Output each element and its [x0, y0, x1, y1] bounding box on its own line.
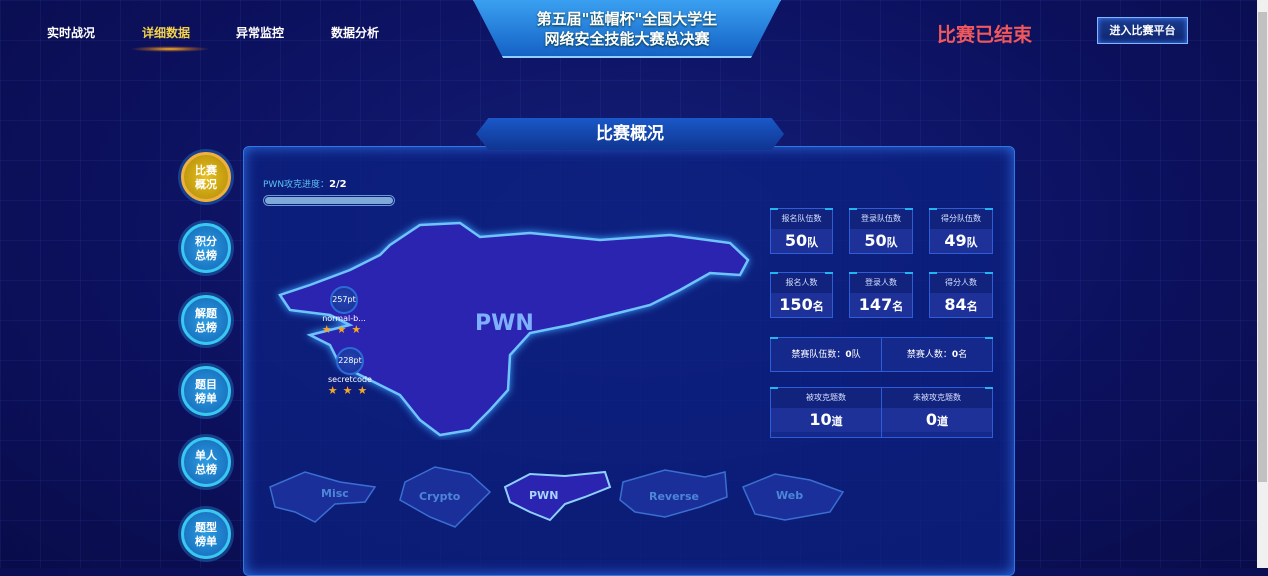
sidebar-item-score-board[interactable]: 积分 总榜 — [181, 223, 231, 273]
category-map-reverse — [619, 469, 728, 518]
label: 总榜 — [195, 249, 217, 262]
stat-banned: 禁赛队伍数：0队 禁赛人数：0名 — [770, 337, 993, 372]
label: 题型 — [195, 521, 217, 534]
challenge-points: 228pt — [336, 347, 364, 375]
active-nav-glow — [130, 46, 210, 52]
label: 报名队伍数 — [771, 209, 832, 229]
challenge-pin[interactable]: 228pt secretcode ★★★ — [320, 347, 380, 397]
category-map-misc — [269, 471, 377, 523]
category-web[interactable]: Web — [776, 489, 804, 502]
star-icons: ★★★ — [327, 384, 373, 397]
category-maps — [269, 466, 845, 528]
label: 得分队伍数 — [930, 209, 992, 229]
page-title: 第五届"蓝帽杯"全国大学生 网络安全技能大赛总决赛 — [472, 0, 782, 58]
progress-value: 2/2 — [329, 179, 347, 190]
scrollbar-thumb[interactable] — [1258, 12, 1267, 482]
banned-people: 禁赛人数：0名 — [906, 350, 968, 360]
stat-login-people: 登录人数 147名 — [849, 272, 913, 318]
enter-platform-button[interactable]: 进入比赛平台 — [1097, 17, 1188, 44]
sidebar-item-overview[interactable]: 比赛 概况 — [181, 152, 231, 202]
nav-analysis[interactable]: 数据分析 — [331, 26, 380, 40]
stat-registered-teams: 报名队伍数 50队 — [770, 208, 833, 254]
label: 得分人数 — [930, 273, 992, 293]
pwn-map: PWN — [278, 221, 750, 437]
stat-scoring-people: 得分人数 84名 — [929, 272, 993, 318]
progress-fill — [265, 197, 393, 204]
unsolved-challenges: 未被攻克题数 0道 — [882, 388, 992, 437]
sidebar-item-solve-board[interactable]: 解题 总榜 — [181, 295, 231, 345]
status-text: 比赛已结束 — [937, 24, 1033, 46]
panel-title: 比赛概况 — [476, 118, 784, 150]
nav-realtime[interactable]: 实时战况 — [47, 26, 96, 40]
challenge-name: normal-b... — [322, 314, 366, 323]
challenge-name: secretcode — [328, 375, 372, 384]
title-line1: 第五届"蓝帽杯"全国大学生 — [536, 10, 718, 28]
label: 登录人数 — [850, 273, 912, 293]
sidebar-item-individual-board[interactable]: 单人 总榜 — [181, 437, 231, 487]
label: 榜单 — [195, 392, 217, 405]
label: 解题 — [195, 307, 217, 320]
map-label: PWN — [475, 311, 534, 336]
label: 比赛 — [195, 164, 217, 177]
challenge-points: 257pt — [330, 286, 358, 314]
label: 题目 — [195, 378, 217, 391]
stat-solved: 被攻克题数 10道 未被攻克题数 0道 — [770, 387, 993, 438]
label: 总榜 — [195, 463, 217, 476]
stat-registered-people: 报名人数 150名 — [770, 272, 833, 318]
label: 积分 — [195, 235, 217, 248]
label: 报名人数 — [771, 273, 832, 293]
category-map-web — [742, 473, 845, 521]
sidebar-item-challenge-list[interactable]: 题目 榜单 — [181, 366, 231, 416]
sidebar-item-category-list[interactable]: 题型 榜单 — [181, 509, 231, 559]
category-map-crypto — [399, 466, 492, 528]
category-reverse[interactable]: Reverse — [649, 490, 699, 503]
value: 50队 — [771, 229, 832, 253]
challenge-pin[interactable]: 257pt normal-b... ★★★ — [314, 286, 374, 336]
label: 单人 — [195, 449, 217, 462]
value: 84名 — [930, 293, 992, 317]
title-line2: 网络安全技能大赛总决赛 — [544, 30, 710, 48]
progress-bar — [263, 195, 395, 206]
value: 49队 — [930, 229, 992, 253]
scrollbar[interactable] — [1257, 0, 1268, 568]
solved-challenges: 被攻克题数 10道 — [771, 388, 882, 437]
category-crypto[interactable]: Crypto — [419, 490, 461, 503]
value: 150名 — [771, 293, 832, 317]
category-misc[interactable]: Misc — [321, 487, 349, 500]
category-map-pwn — [503, 470, 612, 522]
value: 147名 — [850, 293, 912, 317]
label: 登录队伍数 — [850, 209, 912, 229]
nav-anomaly[interactable]: 异常监控 — [236, 26, 285, 40]
progress-label: PWN攻克进度：2/2 — [263, 177, 347, 190]
label: 总榜 — [195, 321, 217, 334]
stat-scoring-teams: 得分队伍数 49队 — [929, 208, 993, 254]
banned-teams: 禁赛队伍数：0队 — [771, 338, 882, 371]
label: 榜单 — [195, 535, 217, 548]
category-pwn[interactable]: PWN — [529, 489, 559, 502]
value: 50队 — [850, 229, 912, 253]
star-icons: ★★★ — [321, 323, 367, 336]
nav-details[interactable]: 详细数据 — [142, 26, 191, 40]
progress-text: PWN攻克进度： — [263, 180, 330, 190]
stat-login-teams: 登录队伍数 50队 — [849, 208, 913, 254]
label: 概况 — [195, 178, 217, 191]
